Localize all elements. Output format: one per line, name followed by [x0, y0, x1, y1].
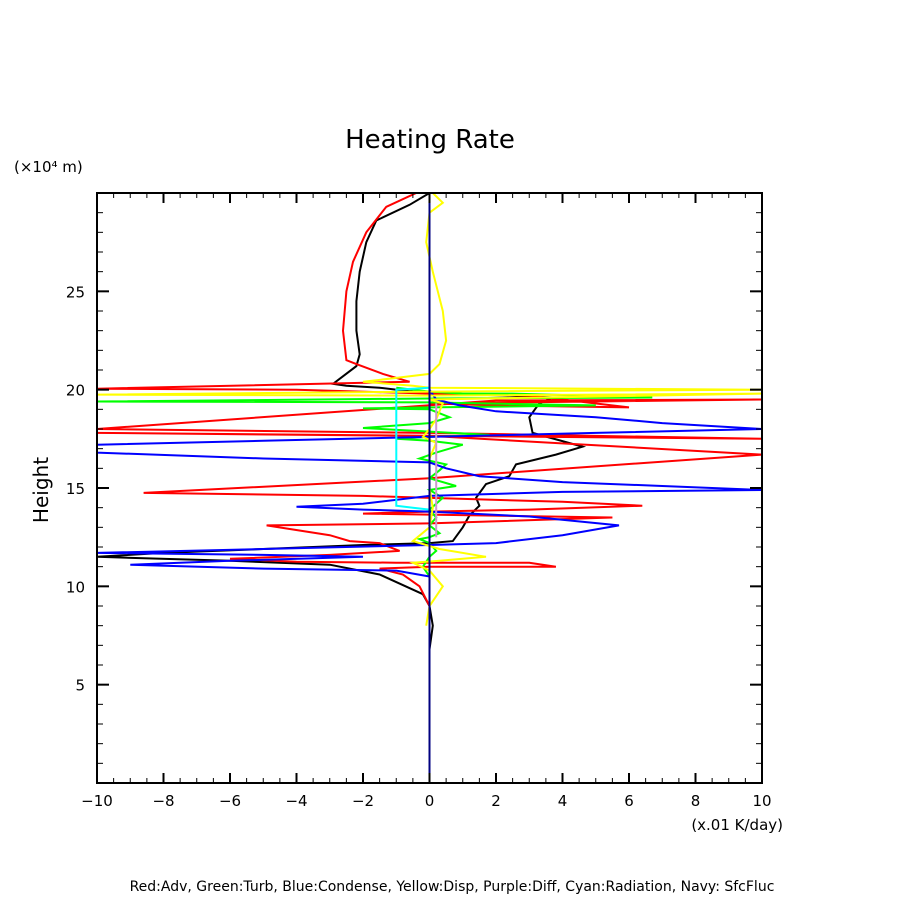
y-axis-title: Height [29, 457, 53, 523]
legend-caption: Red:Adv, Green:Turb, Blue:Condense, Yell… [130, 879, 775, 895]
y-tick-label: 10 [66, 578, 85, 596]
series-layer [97, 193, 762, 783]
x-tick-label: 8 [691, 792, 701, 810]
tick-labels: −10 −8 −6 −4 −2 0 2 4 6 8 10 5 10 15 20 25 [66, 283, 772, 810]
x-tick-label: 4 [558, 792, 568, 810]
chart-title: Heating Rate [345, 125, 515, 155]
x-tick-label: 2 [491, 792, 501, 810]
series-line-4 [97, 193, 762, 626]
x-tick-label: −6 [219, 792, 241, 810]
x-unit-label: (x.01 K/day) [691, 816, 783, 834]
series-line-6 [395, 386, 430, 511]
y-tick-label: 5 [75, 677, 85, 695]
x-tick-label: 0 [425, 792, 435, 810]
x-tick-label: 10 [752, 792, 771, 810]
series-line-0 [97, 193, 587, 650]
y-tick-label: 15 [66, 480, 85, 498]
y-tick-label: 25 [66, 283, 85, 301]
x-tick-label: −4 [285, 792, 307, 810]
x-tick-label: 6 [624, 792, 634, 810]
x-tick-label: −2 [352, 792, 374, 810]
series-line-3 [97, 389, 762, 578]
x-tick-label: −8 [152, 792, 174, 810]
x-tick-label: −10 [81, 792, 113, 810]
y-tick-label: 20 [66, 382, 85, 400]
y-unit-label: (×10⁴ m) [14, 158, 83, 176]
axes-layer [96, 192, 763, 784]
